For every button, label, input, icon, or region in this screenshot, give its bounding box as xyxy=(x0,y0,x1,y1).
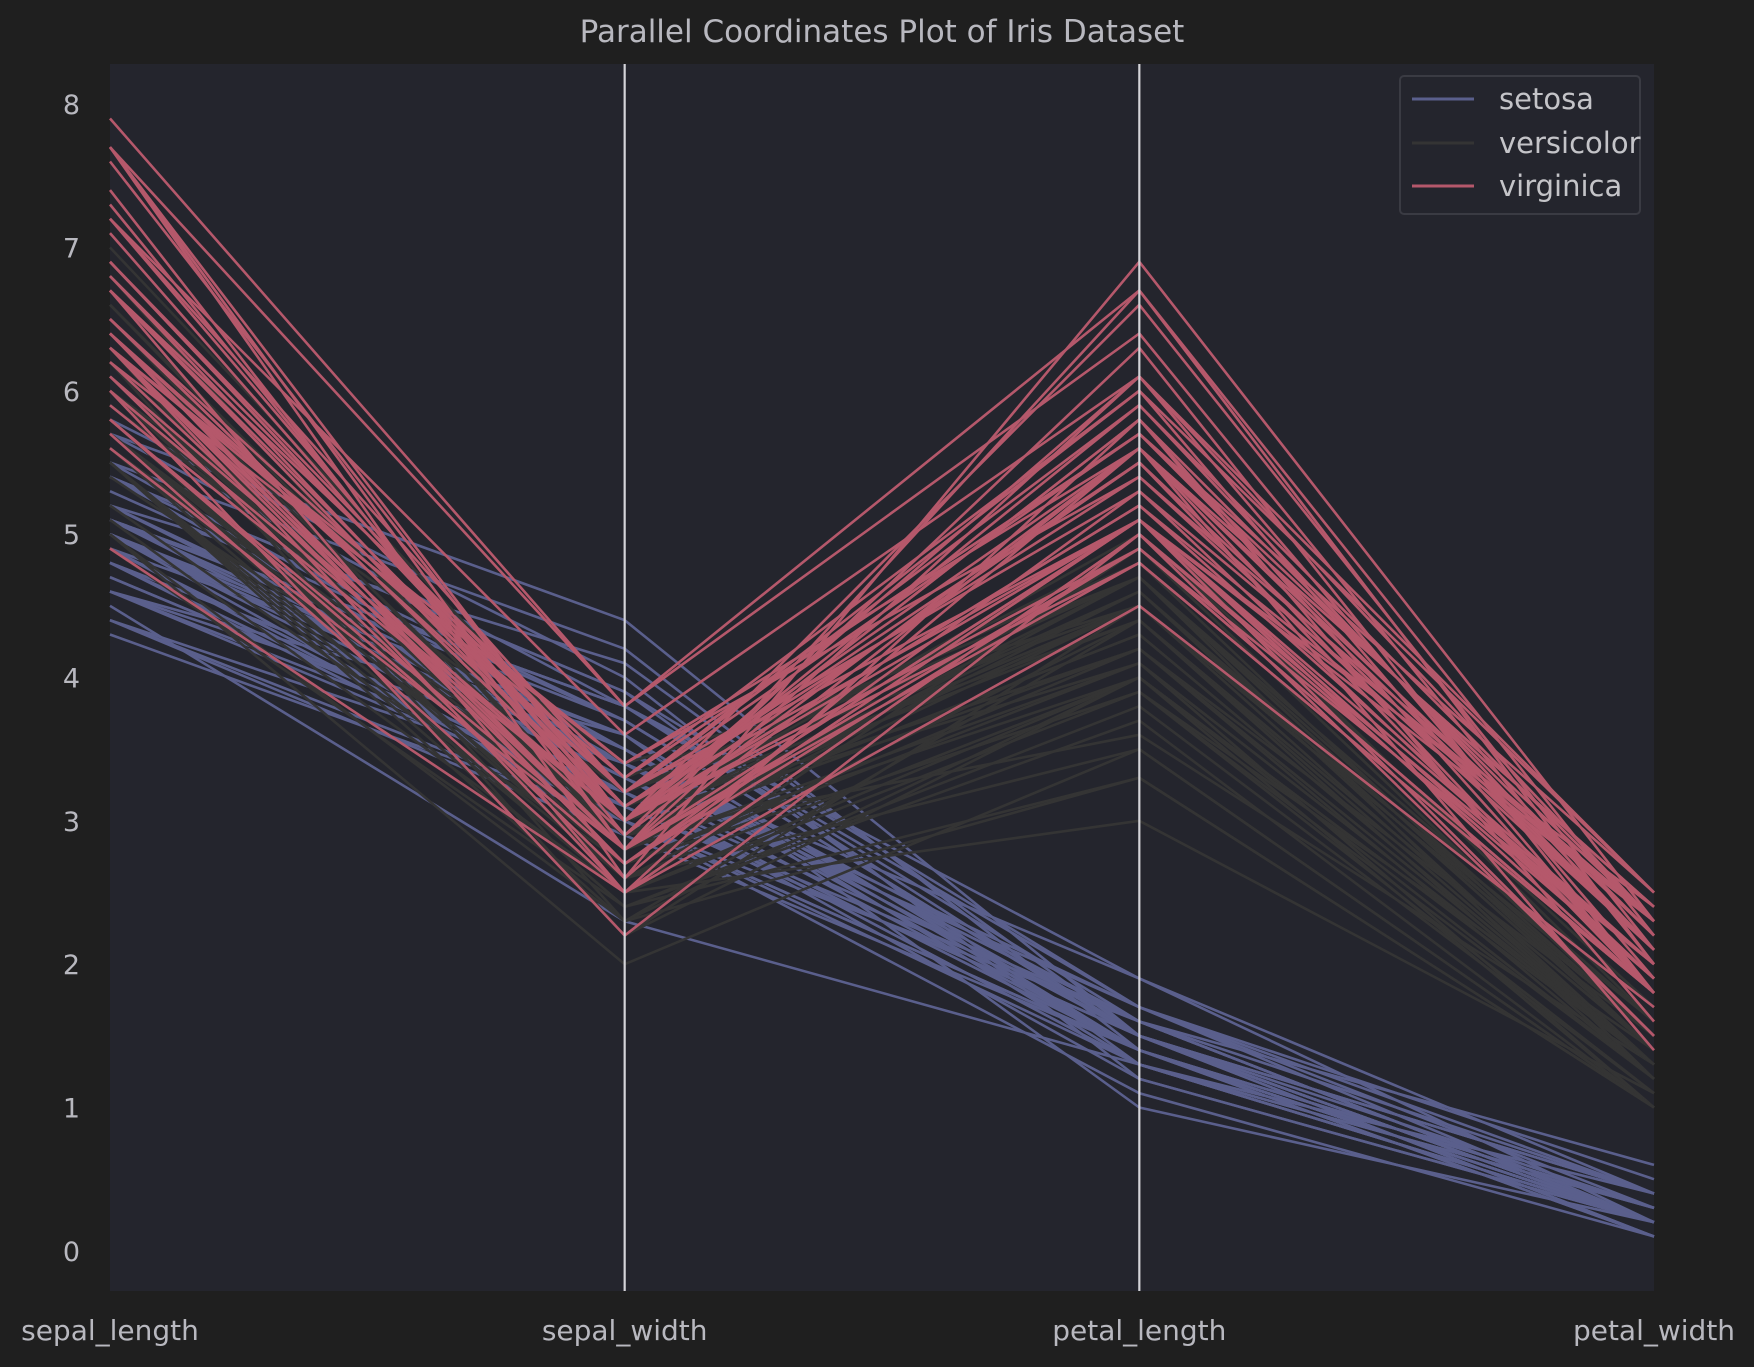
line-virginica xyxy=(109,146,1656,937)
legend-label-versicolor: versicolor xyxy=(1499,126,1641,160)
y-tick-label: 4 xyxy=(63,664,80,695)
line-virginica xyxy=(109,547,1655,1009)
axis-lines xyxy=(623,64,1141,1291)
line-virginica xyxy=(109,418,1655,980)
y-tick-label: 3 xyxy=(63,807,80,838)
y-tick-label: 8 xyxy=(63,90,80,121)
line-virginica xyxy=(109,289,1655,908)
axis-label-sepal_width: sepal_width xyxy=(542,1314,708,1347)
line-versicolor xyxy=(109,518,1655,1095)
line-virginica xyxy=(108,146,1656,965)
legend-label-virginica: virginica xyxy=(1499,169,1622,203)
line-virginica xyxy=(109,404,1655,994)
axis-label-petal_width: petal_width xyxy=(1573,1314,1735,1347)
line-virginica xyxy=(109,389,1655,1037)
line-versicolor xyxy=(109,533,1655,1109)
legend-label-setosa: setosa xyxy=(1499,82,1594,116)
line-versicolor xyxy=(109,461,1655,1066)
line-virginica xyxy=(109,217,1655,894)
line-virginica xyxy=(109,361,1655,923)
axis-label-petal_length: petal_length xyxy=(1052,1314,1226,1347)
line-virginica xyxy=(109,332,1655,937)
chart-title: Parallel Coordinates Plot of Iris Datase… xyxy=(580,14,1185,50)
series-virginica xyxy=(108,117,1656,1052)
legend: setosa versicolor virginica xyxy=(1399,75,1641,215)
axis-labels: sepal_length sepal_width petal_length petal… xyxy=(21,1314,1735,1347)
line-versicolor xyxy=(109,461,1655,1109)
y-tick-label: 7 xyxy=(63,233,80,264)
y-tick-label: 6 xyxy=(63,377,80,408)
legend-box xyxy=(1399,75,1641,215)
y-tick-label: 1 xyxy=(63,1094,80,1125)
y-tick-label: 5 xyxy=(63,520,80,551)
line-virginica xyxy=(109,289,1655,894)
y-tick-labels: 0 1 2 3 4 5 6 7 8 xyxy=(63,90,80,1268)
line-virginica xyxy=(109,318,1655,966)
axis-label-sepal_length: sepal_length xyxy=(21,1314,199,1347)
data-lines xyxy=(108,117,1656,1238)
y-tick-label: 0 xyxy=(63,1237,80,1268)
y-tick-label: 2 xyxy=(63,950,80,981)
